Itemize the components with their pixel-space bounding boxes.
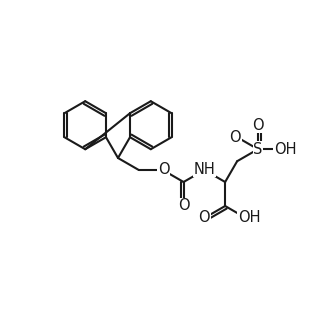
Text: OH: OH <box>238 211 260 225</box>
Text: O: O <box>158 162 170 178</box>
Text: OH: OH <box>274 142 296 157</box>
Text: O: O <box>199 211 210 225</box>
Text: S: S <box>253 142 263 157</box>
Text: O: O <box>178 199 189 214</box>
Text: O: O <box>229 130 241 145</box>
Text: O: O <box>252 118 264 133</box>
Text: NH: NH <box>193 161 215 177</box>
